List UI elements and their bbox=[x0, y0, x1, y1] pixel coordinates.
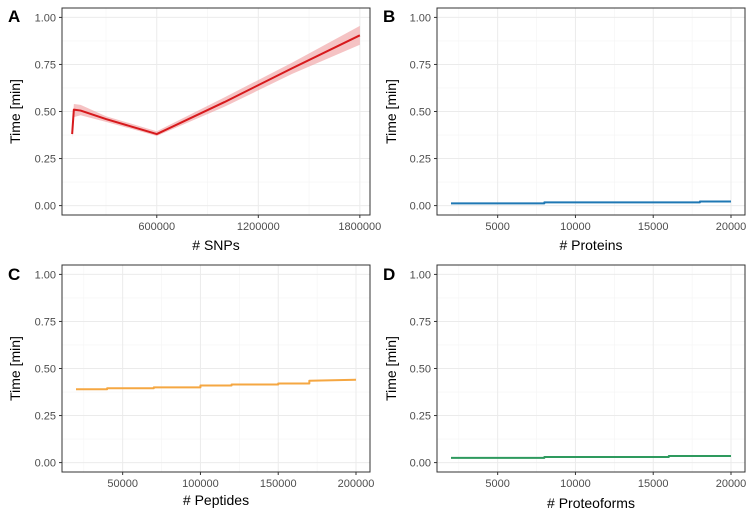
series-line bbox=[71, 34, 361, 136]
y-tick-label: 0.50 bbox=[35, 364, 56, 376]
panel-d: 0.00 0.25 0.50 0.75 1.00 5000 10000 15000 20000 #… bbox=[383, 264, 747, 511]
panel-c: 0.00 0.25 0.50 0.75 1.00 50000 100000 150000 200… bbox=[7, 264, 375, 508]
y-tick-label: 0.25 bbox=[410, 154, 431, 166]
y-tick-label: 0.00 bbox=[35, 201, 56, 213]
panel-a: 0.00 0.25 0.50 0.75 1.00 600000 1200000 1800000… bbox=[7, 7, 381, 253]
y-axis-title: Time [min] bbox=[383, 336, 399, 401]
x-tick-label: 10000 bbox=[560, 478, 591, 490]
y-tick-label: 0.00 bbox=[35, 458, 56, 470]
x-tick-label: 10000 bbox=[560, 221, 591, 233]
y-tick-label: 0.50 bbox=[35, 107, 56, 119]
series-line bbox=[451, 455, 731, 459]
y-tick-label: 0.00 bbox=[410, 458, 431, 470]
y-tick-label: 0.50 bbox=[410, 364, 431, 376]
series-line bbox=[76, 378, 357, 391]
y-tick-label: 0.25 bbox=[410, 411, 431, 423]
x-tick-label: 5000 bbox=[485, 478, 509, 490]
panel-letter: D bbox=[383, 265, 395, 284]
panel-letter: A bbox=[8, 7, 20, 26]
y-tick-label: 0.75 bbox=[410, 316, 431, 328]
x-tick-label: 15000 bbox=[638, 478, 669, 490]
grid bbox=[62, 265, 370, 472]
panel-b: 0.00 0.25 0.50 0.75 1.00 5000 10000 15000 20000 #… bbox=[383, 7, 746, 253]
y-axis-title: Time [min] bbox=[7, 336, 23, 401]
x-tick-label: 50000 bbox=[107, 478, 138, 490]
y-tick-label: 1.00 bbox=[35, 269, 56, 281]
y-tick-label: 0.75 bbox=[35, 316, 56, 328]
x-axis-title: # Proteins bbox=[559, 237, 622, 253]
x-axis-title: # SNPs bbox=[192, 237, 239, 253]
x-tick-label: 5000 bbox=[485, 221, 509, 233]
y-tick-label: 0.00 bbox=[410, 201, 431, 213]
panel-letter: B bbox=[383, 7, 395, 26]
y-tick-label: 1.00 bbox=[410, 12, 431, 24]
y-tick-label: 0.75 bbox=[410, 59, 431, 71]
y-axis-title: Time [min] bbox=[7, 79, 23, 144]
y-tick-label: 1.00 bbox=[35, 12, 56, 24]
y-tick-label: 0.25 bbox=[35, 154, 56, 166]
x-tick-label: 600000 bbox=[138, 221, 175, 233]
series-line bbox=[451, 200, 731, 205]
y-tick-label: 1.00 bbox=[410, 269, 431, 281]
panel-letter: C bbox=[8, 265, 20, 284]
x-tick-label: 1800000 bbox=[338, 221, 381, 233]
x-tick-label: 150000 bbox=[260, 478, 297, 490]
y-axis-title: Time [min] bbox=[383, 79, 399, 144]
x-tick-label: 15000 bbox=[638, 221, 669, 233]
grid bbox=[437, 265, 745, 472]
x-tick-label: 1200000 bbox=[237, 221, 280, 233]
y-tick-label: 0.25 bbox=[35, 411, 56, 423]
x-tick-label: 20000 bbox=[716, 478, 747, 490]
y-tick-label: 0.75 bbox=[35, 59, 56, 71]
grid bbox=[62, 8, 370, 215]
x-tick-label: 200000 bbox=[338, 478, 375, 490]
x-tick-label: 100000 bbox=[182, 478, 219, 490]
x-axis-title: # Peptides bbox=[183, 492, 249, 508]
x-tick-label: 20000 bbox=[716, 221, 747, 233]
y-tick-label: 0.50 bbox=[410, 107, 431, 119]
x-axis-title: # Proteoforms bbox=[547, 495, 635, 511]
grid bbox=[437, 8, 745, 215]
